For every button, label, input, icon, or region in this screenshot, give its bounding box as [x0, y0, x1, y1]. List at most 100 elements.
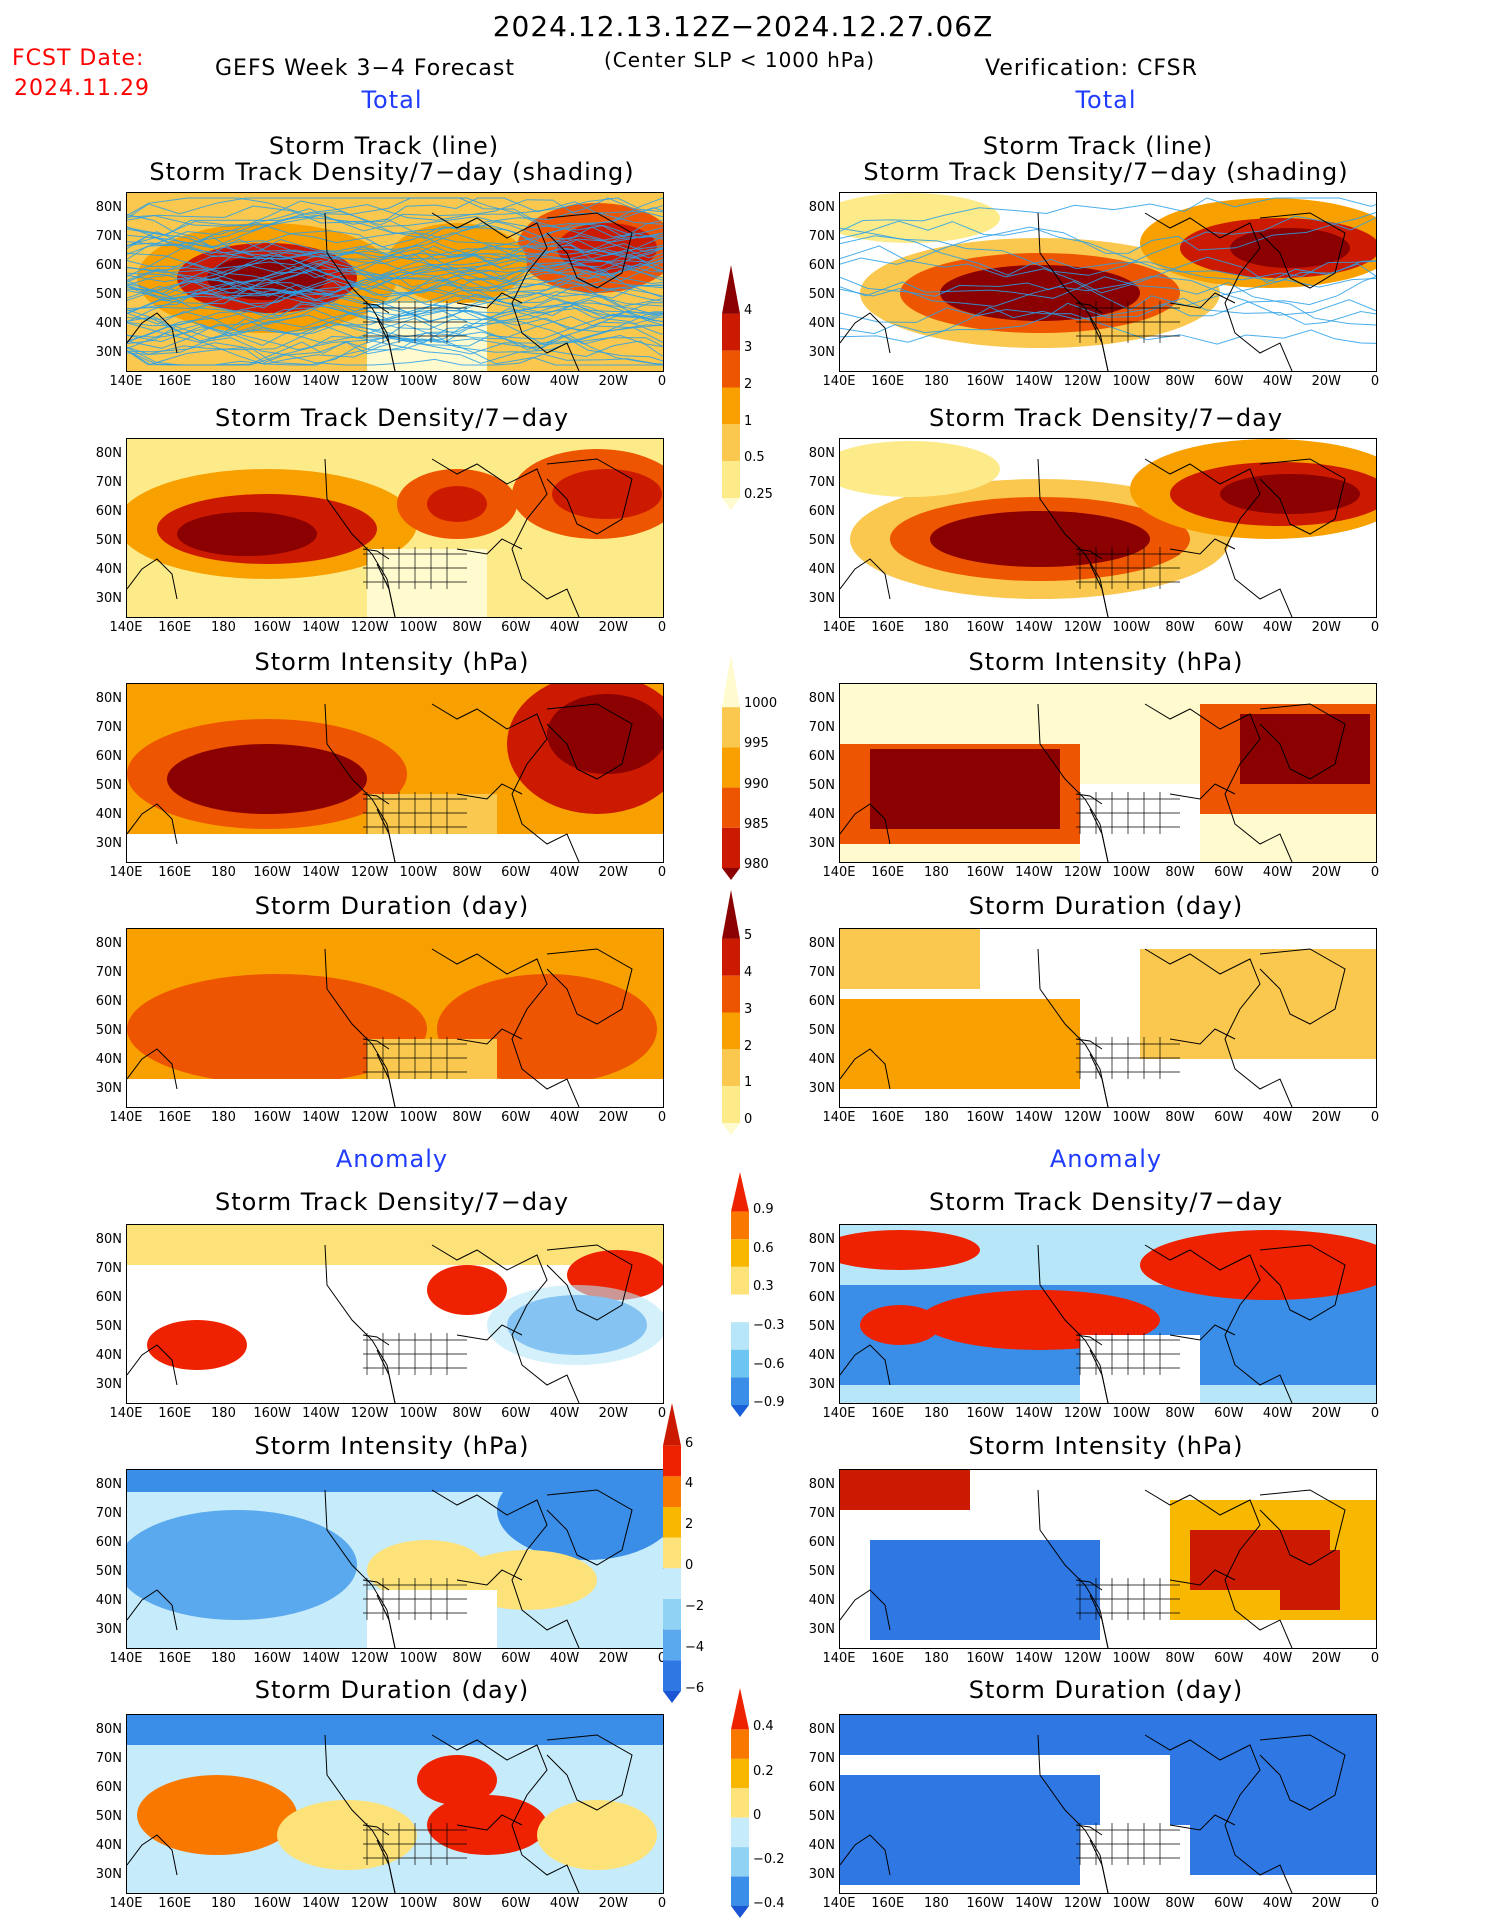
criterion: (Center SLP < 1000 hPa) — [604, 48, 875, 72]
lon-tick: 120W — [350, 374, 389, 389]
lon-tick: 160E — [158, 1896, 192, 1911]
colorbar-swatch — [722, 827, 740, 868]
colorbar-swatch — [731, 1211, 749, 1240]
lat-tick: 30N — [808, 1081, 835, 1096]
lon-tick: 160W — [966, 620, 1005, 635]
colorbar-label: −0.6 — [753, 1356, 785, 1372]
lat-tick: 60N — [95, 994, 122, 1009]
colorbar-label: −0.2 — [753, 1851, 785, 1867]
lon-tick: 0 — [1370, 865, 1380, 880]
coastline — [324, 1489, 396, 1648]
lon-tick: 140E — [109, 1406, 143, 1421]
coastline — [1037, 212, 1109, 371]
lon-tick: 0 — [1370, 374, 1380, 389]
lon-tick: 80W — [452, 1110, 482, 1125]
lon-tick: 60W — [501, 1110, 531, 1125]
colorbar-label: 0.4 — [753, 1719, 774, 1735]
coastline — [1089, 317, 1109, 371]
storm-track-line — [127, 323, 663, 366]
lat-tick: 80N — [808, 200, 835, 215]
field-block — [1080, 1335, 1200, 1403]
lon-tick: 160W — [253, 620, 292, 635]
lon-tick: 180 — [211, 1896, 236, 1911]
lon-tick: 60W — [1214, 374, 1244, 389]
coastline — [546, 948, 633, 1025]
map-panel-l-ianom — [126, 1469, 664, 1649]
lon-tick: 0 — [1370, 1110, 1380, 1125]
colorbar-swatch — [663, 1629, 681, 1661]
lon-tick: 140E — [822, 1896, 856, 1911]
coastline — [127, 1344, 178, 1386]
field-blob — [1230, 228, 1350, 268]
coastline — [376, 1839, 396, 1893]
colorbar-label: 2 — [744, 376, 753, 392]
lon-tick: 120W — [350, 1896, 389, 1911]
storm-track-line — [840, 227, 1376, 281]
field-blob — [147, 1320, 247, 1370]
field-blob — [547, 694, 663, 774]
lat-tick: 50N — [808, 778, 835, 793]
lon-tick: 120W — [1063, 1406, 1102, 1421]
coastline — [546, 1244, 633, 1321]
lon-tick: 140W — [1015, 1896, 1053, 1911]
coastline — [1075, 1579, 1103, 1591]
coastline — [1037, 948, 1109, 1107]
colorbar-label: 0 — [744, 1112, 753, 1128]
lon-tick: 120W — [350, 620, 389, 635]
lat-tick: 70N — [95, 1506, 122, 1521]
map-l-danom — [127, 1225, 663, 1403]
lat-tick: 50N — [95, 1809, 122, 1824]
title-l6: Storm Intensity (hPa) — [254, 1432, 530, 1460]
storm-track-line — [127, 303, 663, 345]
colorbar-swatch — [722, 498, 740, 510]
lat-tick: 80N — [95, 691, 122, 706]
map-l-dens — [127, 439, 663, 617]
lon-tick: 0 — [657, 1406, 667, 1421]
lat-tick: 40N — [95, 1052, 122, 1067]
lon-tick: 140E — [822, 1406, 856, 1421]
lat-tick: 50N — [808, 1564, 835, 1579]
lat-tick: 80N — [95, 1232, 122, 1247]
coastline — [324, 948, 396, 1107]
colorbar-label: 4 — [744, 303, 753, 319]
coastline — [376, 1053, 396, 1107]
coastline — [1259, 1244, 1346, 1321]
field-block — [840, 1715, 1376, 1755]
lat-tick: 30N — [808, 345, 835, 360]
field-blob — [552, 469, 662, 519]
lat-tick: 80N — [95, 936, 122, 951]
colorbar-swatch — [663, 1537, 681, 1569]
lat-tick: 30N — [95, 1867, 122, 1882]
map-panel-r-duanom — [839, 1714, 1377, 1894]
lon-tick: 160W — [253, 1651, 292, 1666]
lon-tick: 100W — [1112, 620, 1151, 635]
field-block — [840, 1775, 1100, 1885]
storm-track-line — [127, 309, 663, 365]
storm-track-line — [127, 232, 663, 264]
storm-track-line — [127, 197, 663, 299]
storm-track-line — [127, 289, 663, 321]
colorbar-duration — [722, 890, 740, 1139]
title-r2: Storm Track Density/7−day — [928, 404, 1284, 432]
lat-tick: 40N — [808, 807, 835, 822]
lon-tick: 120W — [350, 1406, 389, 1421]
lat-tick: 80N — [808, 1477, 835, 1492]
storm-track-line — [840, 297, 1376, 343]
coastline — [431, 1734, 580, 1893]
lat-tick: 50N — [95, 1564, 122, 1579]
storm-track-line — [840, 276, 1376, 326]
lon-tick: 20W — [1311, 374, 1341, 389]
storm-track-line — [127, 312, 663, 366]
map-r-ianom — [840, 1470, 1376, 1648]
storm-track-line — [127, 331, 663, 365]
coastline — [840, 1589, 891, 1631]
lat-tick: 30N — [808, 836, 835, 851]
field-block — [840, 929, 980, 989]
lon-tick: 40W — [549, 1406, 580, 1421]
colorbar-label: 0.2 — [753, 1763, 774, 1779]
date-range: 2024.12.13.12Z−2024.12.27.06Z — [492, 10, 994, 43]
coastline — [362, 1038, 390, 1050]
coastline — [456, 292, 523, 309]
lon-tick: 100W — [1112, 865, 1151, 880]
lon-tick: 80W — [452, 1406, 482, 1421]
